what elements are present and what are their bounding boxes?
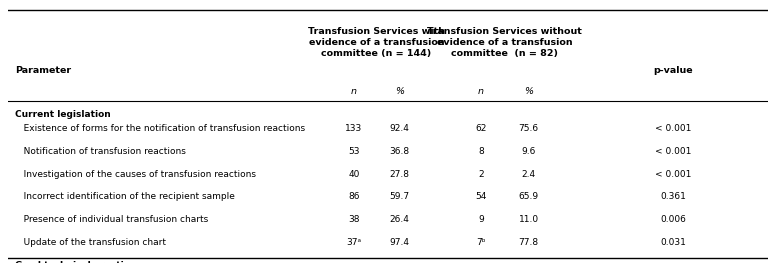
Text: 77.8: 77.8 — [518, 238, 539, 247]
Text: < 0.001: < 0.001 — [655, 147, 691, 156]
Text: 97.4: 97.4 — [390, 238, 410, 247]
Text: Good technical practices: Good technical practices — [16, 261, 141, 263]
Text: 133: 133 — [345, 124, 362, 133]
Text: Transfusion Services without
evidence of a transfusion
committee  (n = 82): Transfusion Services without evidence of… — [427, 27, 582, 58]
Text: Parameter: Parameter — [16, 67, 71, 75]
Text: 86: 86 — [348, 193, 359, 201]
Text: 92.4: 92.4 — [390, 124, 410, 133]
Text: 65.9: 65.9 — [518, 193, 539, 201]
Text: 59.7: 59.7 — [390, 193, 410, 201]
Text: Presence of individual transfusion charts: Presence of individual transfusion chart… — [16, 215, 209, 224]
Text: Notification of transfusion reactions: Notification of transfusion reactions — [16, 147, 186, 156]
Text: %: % — [395, 87, 404, 96]
Text: 53: 53 — [348, 147, 359, 156]
Text: p-value: p-value — [653, 67, 693, 75]
Text: < 0.001: < 0.001 — [655, 170, 691, 179]
Text: 40: 40 — [348, 170, 359, 179]
Text: n: n — [351, 87, 357, 96]
Text: < 0.001: < 0.001 — [655, 124, 691, 133]
Text: 27.8: 27.8 — [390, 170, 410, 179]
Text: Investigation of the causes of transfusion reactions: Investigation of the causes of transfusi… — [16, 170, 256, 179]
Text: %: % — [525, 87, 533, 96]
Text: 62: 62 — [475, 124, 487, 133]
Text: Current legislation: Current legislation — [16, 110, 111, 119]
Text: 26.4: 26.4 — [390, 215, 410, 224]
Text: 7ᵇ: 7ᵇ — [476, 238, 486, 247]
Text: 54: 54 — [475, 193, 487, 201]
Text: n: n — [478, 87, 483, 96]
Text: 36.8: 36.8 — [390, 147, 410, 156]
Text: 0.031: 0.031 — [660, 238, 686, 247]
Text: 37ᵃ: 37ᵃ — [346, 238, 362, 247]
Text: Incorrect identification of the recipient sample: Incorrect identification of the recipien… — [16, 193, 235, 201]
Text: 9: 9 — [478, 215, 483, 224]
Text: 75.6: 75.6 — [518, 124, 539, 133]
Text: 2.4: 2.4 — [521, 170, 535, 179]
Text: Transfusion Services with
evidence of a transfusion
committee (n = 144): Transfusion Services with evidence of a … — [308, 27, 445, 58]
Text: 38: 38 — [348, 215, 359, 224]
Text: Update of the transfusion chart: Update of the transfusion chart — [16, 238, 166, 247]
Text: 0.006: 0.006 — [660, 215, 686, 224]
Text: 8: 8 — [478, 147, 483, 156]
Text: Existence of forms for the notification of transfusion reactions: Existence of forms for the notification … — [16, 124, 306, 133]
Text: 2: 2 — [478, 170, 483, 179]
Text: 11.0: 11.0 — [518, 215, 539, 224]
Text: 9.6: 9.6 — [521, 147, 536, 156]
Text: 0.361: 0.361 — [660, 193, 686, 201]
